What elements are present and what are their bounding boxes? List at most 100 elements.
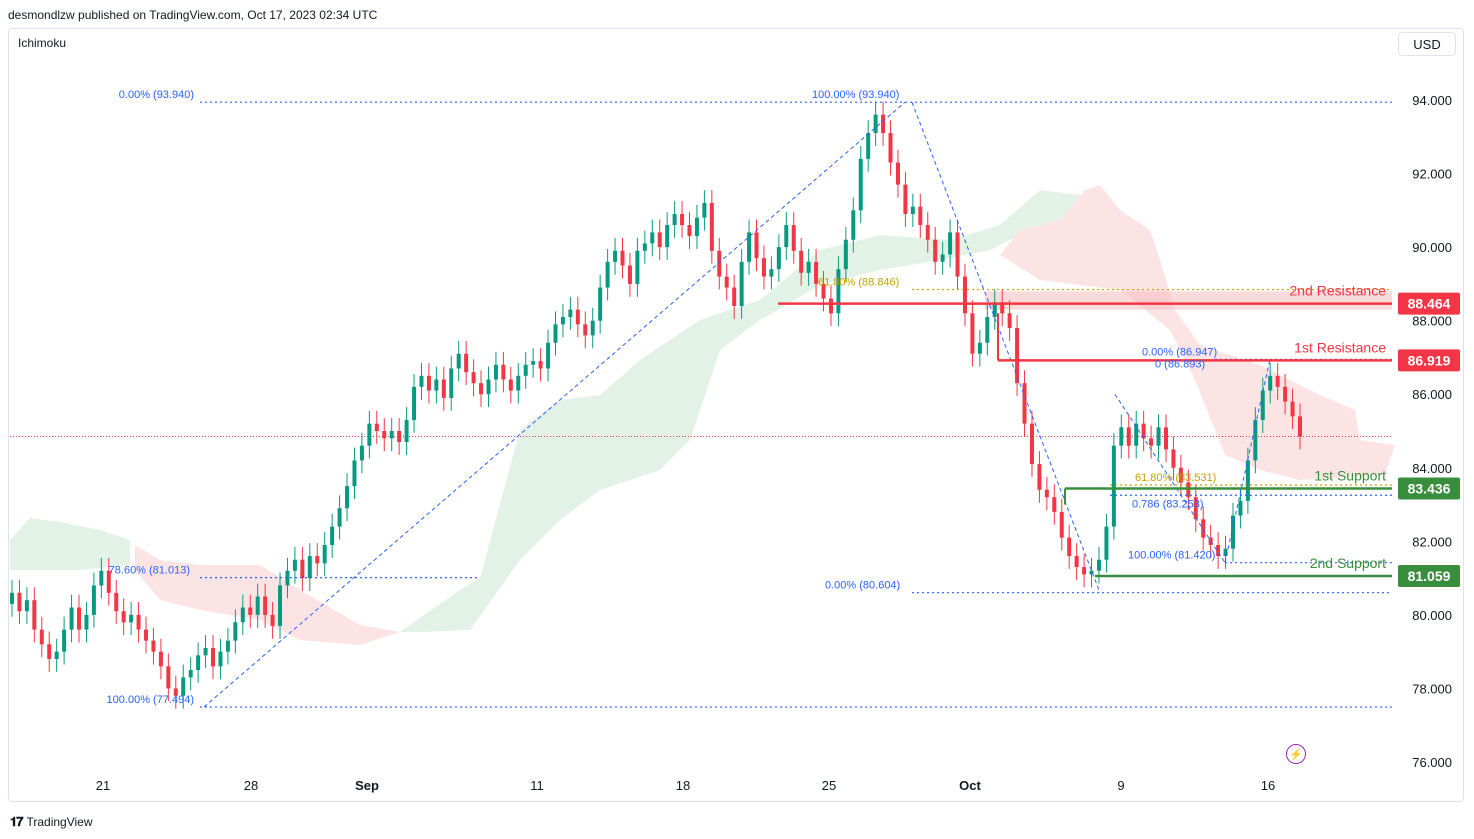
x-tick-0: 21 — [96, 778, 110, 793]
candle-body — [590, 320, 595, 336]
candle-body — [598, 287, 603, 321]
indicator-label[interactable]: Ichimoku — [18, 36, 67, 50]
candle-body — [724, 276, 729, 288]
bolt-icon[interactable]: ⚡ — [1286, 744, 1306, 764]
candle-body — [426, 375, 431, 391]
candle-body — [605, 261, 610, 288]
candle-body — [464, 353, 469, 373]
candle-body — [278, 585, 283, 626]
candle-body — [933, 239, 938, 262]
candle-body — [121, 611, 126, 623]
candle-body — [828, 298, 833, 314]
candle-body — [456, 353, 461, 369]
candle-body — [218, 651, 223, 667]
candle-body — [1007, 313, 1012, 329]
candle-body — [315, 556, 320, 564]
candle-body — [1015, 328, 1020, 384]
candle-body — [225, 640, 230, 652]
candle-body — [970, 313, 975, 354]
candle-body — [114, 592, 119, 612]
candle-body — [910, 206, 915, 215]
price-label-bg-3 — [1398, 564, 1460, 587]
candle-body — [330, 526, 335, 546]
candle-body — [151, 640, 156, 652]
fib-label-6: 0 (86.893) — [1155, 358, 1205, 370]
candle-body — [382, 431, 387, 439]
x-tick-8: 16 — [1261, 778, 1275, 793]
candle-body — [791, 225, 796, 251]
candle-body — [1111, 445, 1116, 527]
candle-body — [583, 324, 588, 336]
candle-body — [1059, 511, 1064, 538]
candle-body — [69, 607, 74, 630]
candle-body — [136, 614, 141, 630]
candle-body — [255, 596, 260, 615]
candle-body — [1134, 423, 1139, 446]
candle-body — [196, 655, 201, 671]
y-tick-2: 90.000 — [1412, 240, 1452, 255]
fib-label-2: 100.00% (77.494) — [107, 694, 194, 706]
price-label-bg-1 — [1398, 349, 1460, 372]
candle-body — [873, 114, 878, 134]
candle-body — [948, 232, 953, 255]
candle-body — [367, 423, 372, 446]
candle-body — [322, 545, 327, 564]
fib-label-7: 61.80% (83.531) — [1135, 472, 1216, 484]
price-label-3: 81.059 — [1408, 568, 1451, 584]
fib-label-5: 0.00% (86.947) — [1142, 346, 1217, 358]
candle-body — [106, 570, 111, 593]
x-tick-4: 18 — [676, 778, 690, 793]
candle-body — [270, 614, 275, 626]
candle-body — [248, 607, 253, 615]
candle-body — [702, 202, 707, 218]
candle-body — [672, 214, 677, 226]
price-label-2: 83.436 — [1408, 481, 1451, 497]
candle-body — [493, 364, 498, 380]
x-tick-3: 11 — [530, 778, 544, 793]
candle-body — [166, 666, 171, 689]
candle-body — [1298, 416, 1302, 437]
y-tick-6: 82.000 — [1412, 534, 1452, 549]
candle-body — [479, 383, 484, 395]
zone-label-1: 1st Resistance — [1294, 339, 1386, 355]
candle-body — [501, 364, 506, 380]
candle-body — [538, 361, 543, 369]
candle-body — [307, 556, 312, 579]
fib-label-3: 100.00% (93.940) — [812, 89, 899, 101]
candle-body — [754, 232, 759, 259]
currency-button[interactable]: USD — [1398, 32, 1456, 56]
candle-body — [1171, 449, 1176, 468]
candle-body — [1186, 482, 1191, 498]
candle-body — [1126, 427, 1131, 446]
candle-body — [642, 243, 647, 251]
candle-body — [419, 375, 424, 387]
x-tick-7: 9 — [1117, 778, 1124, 793]
candle-body — [568, 309, 573, 317]
candle-body — [851, 210, 856, 240]
candle-body — [84, 614, 89, 630]
candle-body — [285, 570, 290, 586]
candle-body — [203, 647, 208, 656]
candle-body — [761, 258, 766, 277]
candle-body — [665, 225, 670, 248]
candle-body — [1089, 570, 1094, 575]
publisher-caption: desmondlzw published on TradingView.com,… — [8, 8, 378, 22]
candle-body — [858, 158, 863, 211]
candle-body — [575, 309, 580, 325]
ichimoku-cloud-bearish-right — [1000, 185, 1395, 480]
candle-body — [1201, 519, 1206, 538]
zone-label-0: 2nd Resistance — [1289, 283, 1386, 299]
candle-body — [39, 629, 44, 645]
candle-body — [508, 379, 513, 391]
candle-body — [1260, 390, 1265, 420]
resistance-zone-band — [985, 291, 1392, 310]
candle-body — [17, 592, 22, 612]
y-tick-8: 78.000 — [1412, 681, 1452, 696]
candle-body — [650, 232, 655, 244]
candle-body — [47, 644, 52, 660]
candle-body — [1000, 302, 1005, 314]
candle-body — [352, 460, 357, 487]
candle-body — [181, 677, 186, 696]
candle-body — [1044, 489, 1049, 498]
